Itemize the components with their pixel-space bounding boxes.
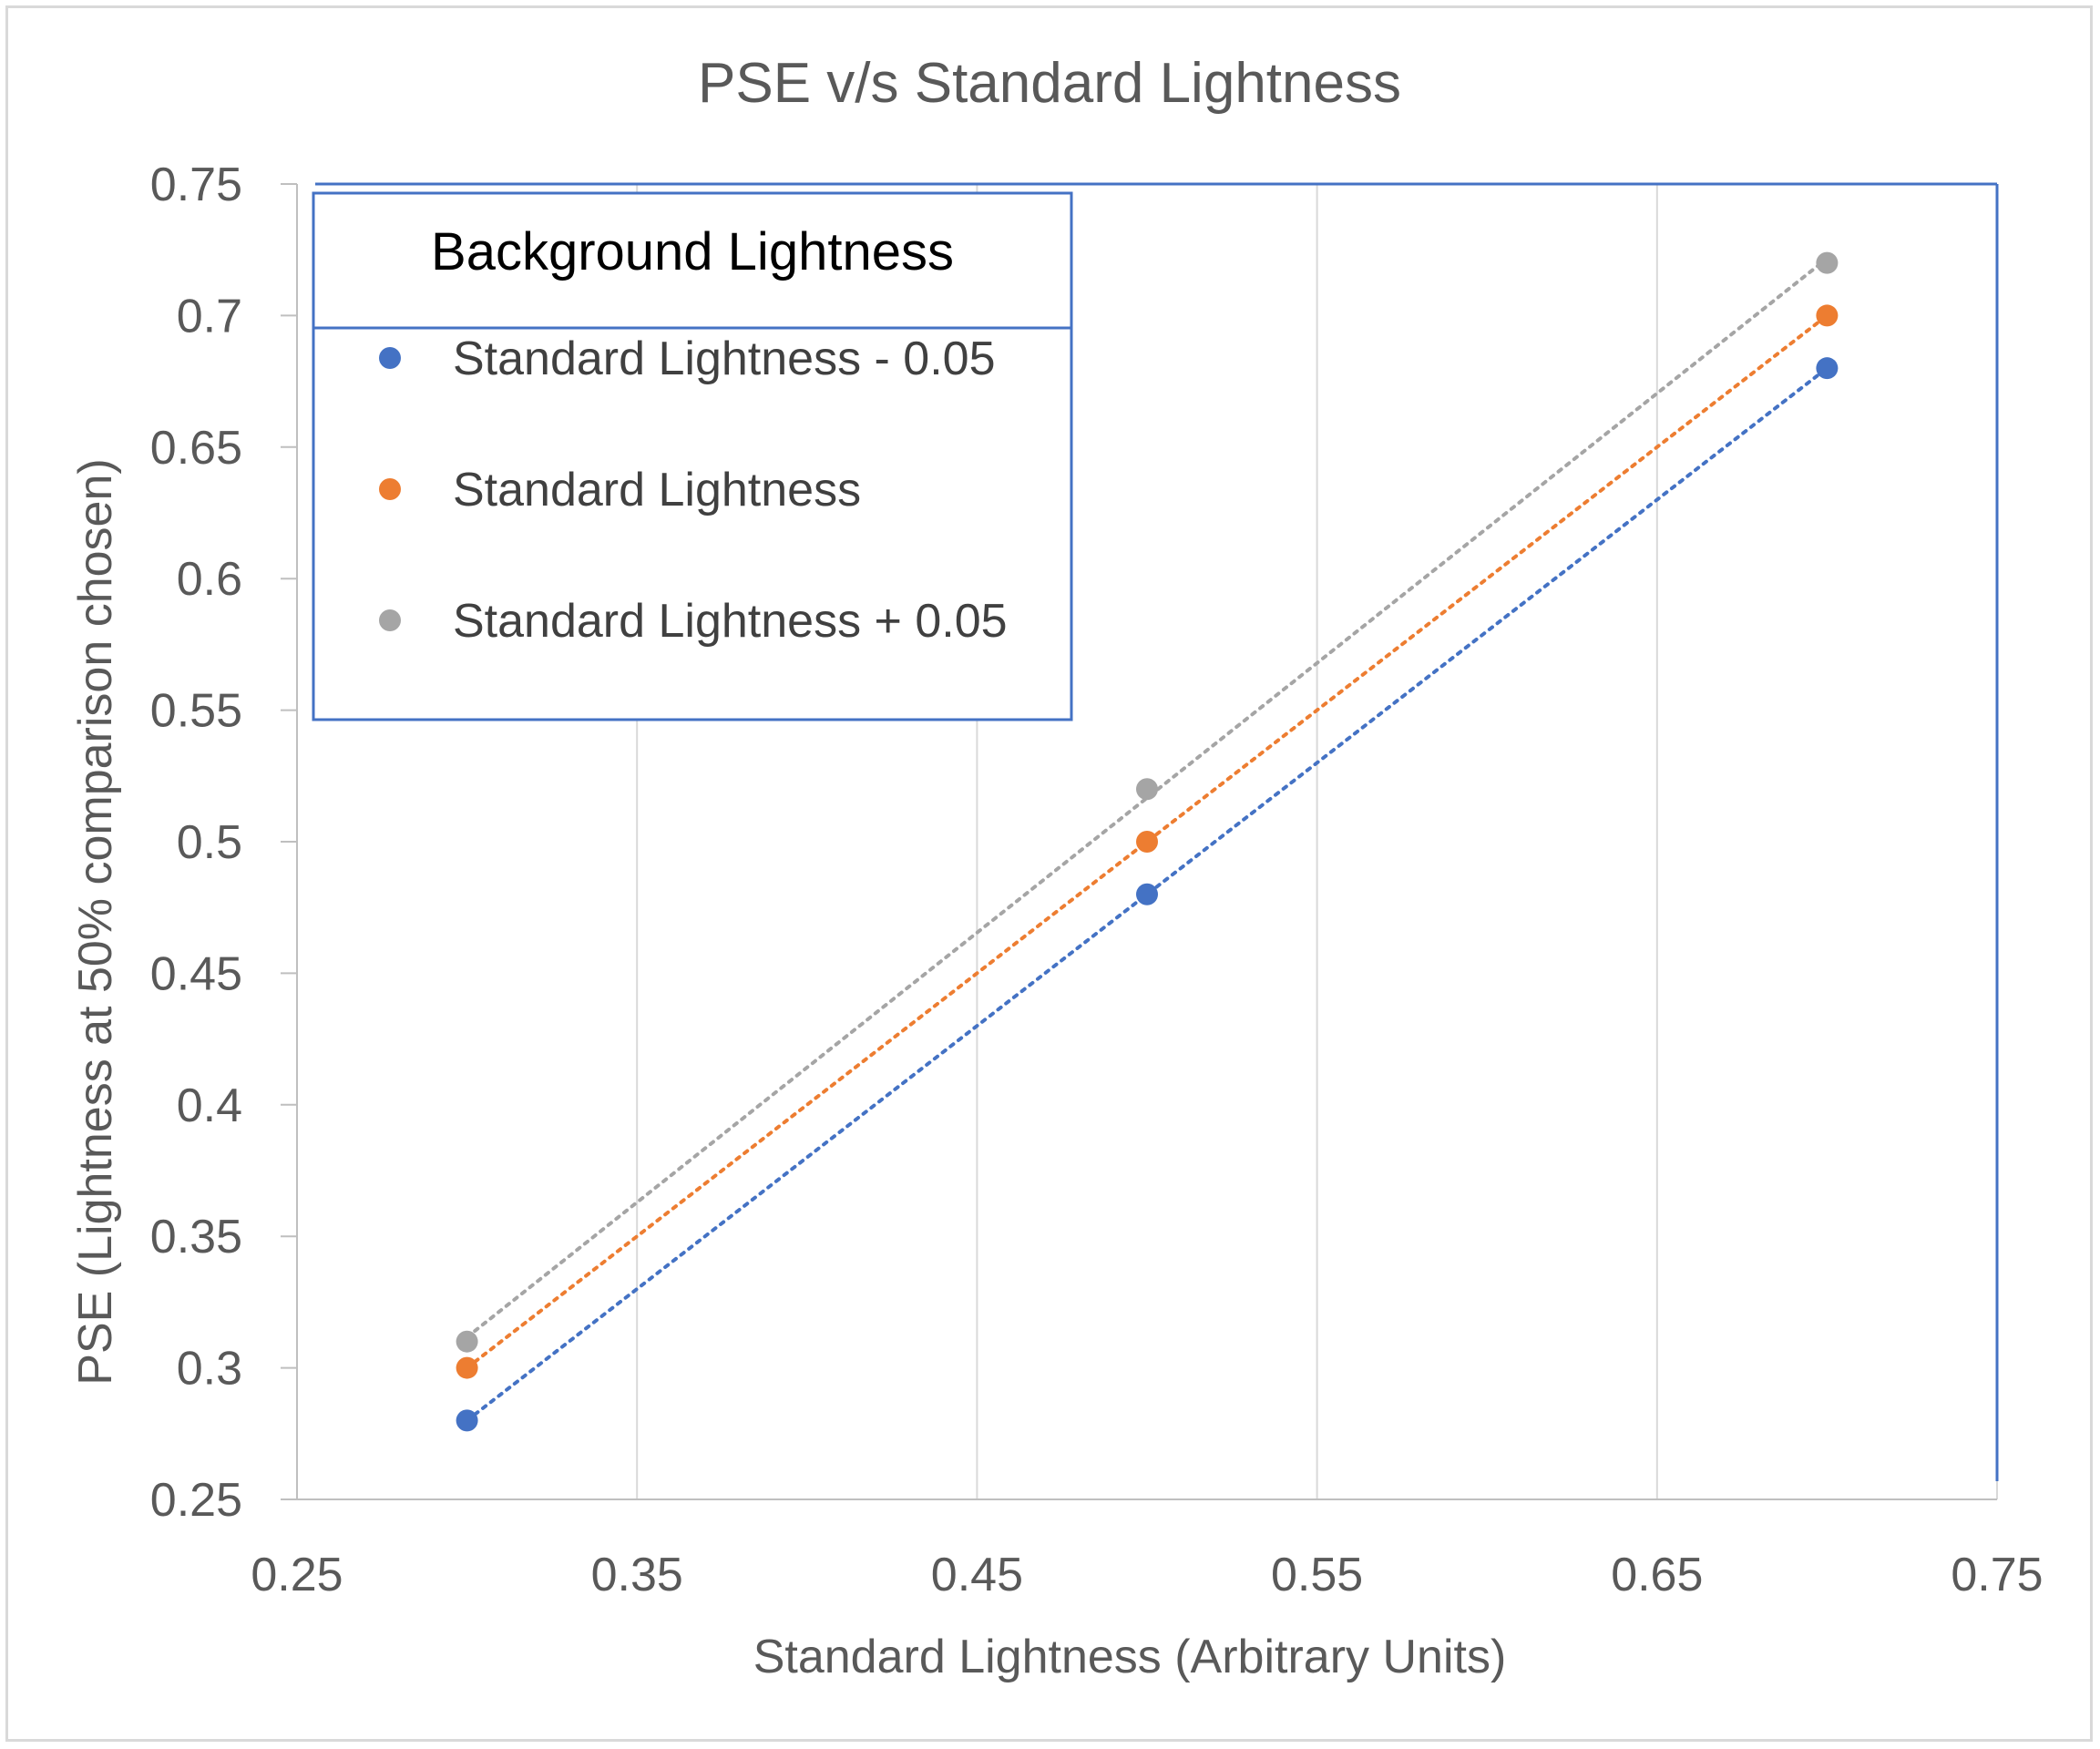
data-point-series-2 [1136, 831, 1158, 853]
y-tick-label: 0.3 [177, 1343, 242, 1396]
y-tick-label: 0.75 [150, 159, 242, 211]
trendlines [465, 256, 1829, 1423]
legend: Background Lightness Standard Lightness … [312, 191, 1073, 721]
x-tick-label: 0.35 [591, 1549, 683, 1601]
data-point-series-2 [1816, 304, 1839, 327]
legend-label-1: Standard Lightness - 0.05 [453, 332, 996, 385]
legend-marker-1 [379, 347, 401, 369]
data-points [456, 251, 1839, 1432]
legend-title-box [312, 191, 1073, 330]
trendline-3 [465, 256, 1829, 1339]
x-tick-label: 0.45 [931, 1549, 1023, 1601]
data-point-series-1 [1816, 357, 1839, 380]
x-tick-label: 0.25 [251, 1549, 343, 1601]
legend-entries: Standard Lightness - 0.05 Standard Lightn… [379, 332, 1008, 648]
data-point-series-2 [456, 1356, 478, 1379]
data-point-series-1 [1136, 883, 1158, 905]
y-tick-label: 0.35 [150, 1211, 242, 1263]
trendline-2 [465, 313, 1829, 1370]
y-tick-label: 0.55 [150, 685, 242, 738]
y-tick-label: 0.65 [150, 422, 242, 475]
legend-marker-2 [379, 478, 401, 500]
tick-labels: 0.25 0.35 0.45 0.55 0.65 0.75 0.25 0.3 0.35 0.4 0.… [150, 159, 2044, 1601]
y-tick-label: 0.5 [177, 816, 242, 869]
x-tick-label: 0.55 [1271, 1549, 1363, 1601]
x-axis-label: Standard Lightness (Arbitrary Units) [753, 1631, 1507, 1683]
axes [281, 182, 1999, 1500]
trendline-1 [465, 366, 1829, 1423]
y-tick-label: 0.45 [150, 947, 242, 1000]
y-tick-label: 0.6 [177, 553, 242, 606]
y-tick-label: 0.4 [177, 1079, 242, 1132]
legend-label-3: Standard Lightness + 0.05 [453, 595, 1008, 648]
y-tick-label: 0.7 [177, 290, 242, 343]
x-tick-label: 0.75 [1951, 1549, 2043, 1601]
data-point-series-3 [1816, 251, 1839, 274]
data-point-series-3 [456, 1330, 478, 1353]
legend-marker-3 [379, 609, 401, 631]
legend-box [312, 326, 1073, 721]
x-tick-label: 0.65 [1611, 1549, 1703, 1601]
legend-label-2: Standard Lightness [453, 464, 861, 517]
y-axis-label: PSE (Lightness at 50% comparison chosen) [69, 458, 122, 1385]
legend-title: Background Lightness [431, 222, 954, 281]
y-tick-label: 0.25 [150, 1474, 242, 1527]
chart-title: PSE v/s Standard Lightness [698, 52, 1401, 115]
data-point-series-1 [456, 1409, 478, 1432]
data-point-series-3 [1136, 778, 1158, 801]
